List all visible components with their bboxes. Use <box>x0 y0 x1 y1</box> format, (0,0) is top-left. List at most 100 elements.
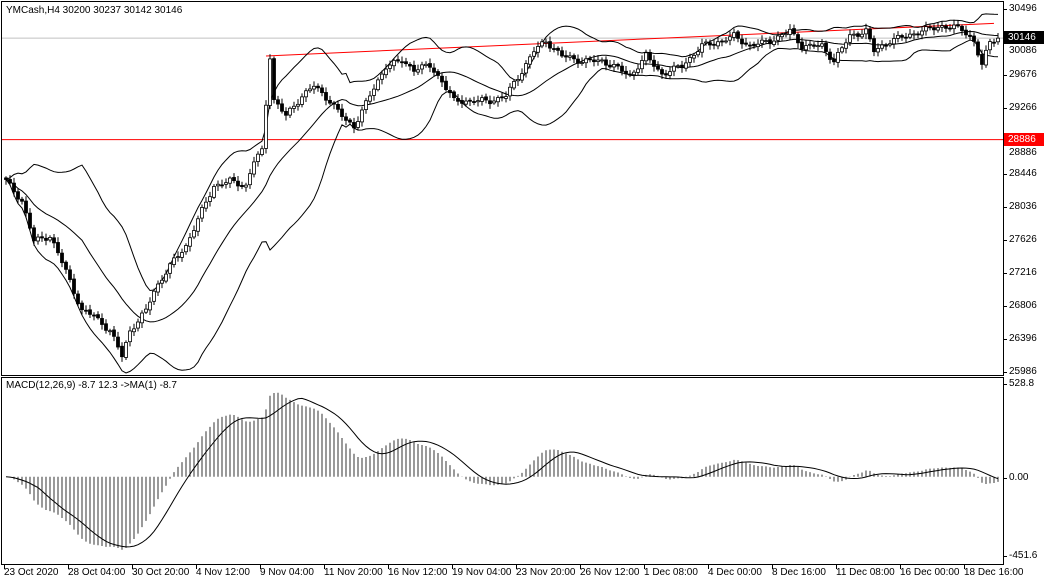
candle <box>996 33 1000 45</box>
level-price-badge: 28886 <box>1004 132 1044 146</box>
candle <box>196 215 200 237</box>
candle <box>384 63 388 79</box>
candle <box>200 204 204 223</box>
candle <box>732 28 736 42</box>
time-tick-mark <box>644 565 645 569</box>
candle <box>856 31 860 42</box>
macd-panel[interactable]: MACD(12,26,9) -8.7 12.3 ->MA(1) -8.7 <box>1 377 1004 565</box>
candle <box>552 44 556 53</box>
candle <box>476 95 480 107</box>
candle <box>820 38 824 49</box>
price-tick-mark <box>1003 339 1007 340</box>
candle <box>100 313 104 330</box>
price-tick-mark <box>1003 9 1007 10</box>
candle <box>948 24 952 32</box>
candle <box>288 106 292 119</box>
candle <box>308 84 312 93</box>
candle <box>568 51 572 61</box>
candle <box>668 66 672 80</box>
candle <box>804 40 808 55</box>
candle <box>772 35 776 47</box>
time-tick-mark <box>772 565 773 569</box>
candle <box>424 61 428 68</box>
candle <box>360 106 364 127</box>
price-tick-mark <box>1003 207 1007 208</box>
candle <box>936 22 940 33</box>
candle <box>132 323 136 336</box>
candle <box>48 235 52 243</box>
candle <box>352 117 356 134</box>
candle <box>740 34 744 49</box>
candle <box>36 233 40 245</box>
candle <box>744 37 748 47</box>
candle <box>608 59 612 69</box>
candle <box>128 326 132 347</box>
candle <box>724 37 728 44</box>
candle <box>364 97 368 114</box>
candle <box>480 94 484 106</box>
candle <box>652 55 656 72</box>
candle <box>508 83 512 101</box>
candle <box>664 69 668 79</box>
candle <box>704 39 708 46</box>
candle <box>12 177 16 197</box>
candle <box>296 99 300 111</box>
time-tick-label: 30 Oct 20:00 <box>132 567 190 578</box>
time-tick-mark <box>196 565 197 569</box>
candle <box>672 61 676 77</box>
macd-tick-label: 528.8 <box>1009 378 1035 389</box>
time-tick-label: 23 Nov 20:00 <box>516 567 576 578</box>
candle <box>504 91 508 103</box>
price-tick-mark <box>1003 240 1007 241</box>
candle <box>536 41 540 58</box>
candle <box>104 319 108 334</box>
candle <box>680 60 684 73</box>
candle <box>160 275 164 289</box>
bollinger-upper-band <box>5 13 999 292</box>
price-tick-label: 29266 <box>1009 102 1037 113</box>
candle <box>628 70 632 78</box>
time-tick-mark <box>452 565 453 569</box>
candle <box>188 233 192 252</box>
candle <box>492 96 496 105</box>
candle <box>428 58 432 73</box>
price-tick-mark <box>1003 174 1007 175</box>
macd-tick-label: 0.00 <box>1009 472 1029 483</box>
candle <box>116 331 120 350</box>
candle <box>500 92 504 102</box>
candle <box>540 39 544 49</box>
candle <box>408 62 412 71</box>
candle <box>564 50 568 63</box>
candle <box>556 46 560 56</box>
candle <box>144 304 148 315</box>
candle <box>620 61 624 76</box>
price-tick-mark <box>1003 273 1007 274</box>
candle <box>208 191 212 207</box>
candle <box>372 84 376 101</box>
macd-label: MACD(12,26,9) -8.7 12.3 ->MA(1) -8.7 <box>6 380 177 391</box>
candle <box>584 55 588 68</box>
candle <box>688 53 692 67</box>
macd-tick-mark <box>1003 384 1007 385</box>
candle <box>416 64 420 76</box>
candle <box>548 36 552 53</box>
candle <box>332 100 336 110</box>
candle <box>632 69 636 80</box>
trendline[interactable] <box>265 22 995 57</box>
price-tick-label: 25986 <box>1009 366 1037 377</box>
candle <box>236 175 240 192</box>
candle <box>16 187 20 204</box>
time-tick-label: 4 Nov 12:00 <box>196 567 250 578</box>
price-tick-label: 27216 <box>1009 267 1037 278</box>
candle <box>868 26 872 42</box>
price-chart-panel[interactable]: YMCash,H4 30200 30237 30142 30146 <box>1 1 1004 376</box>
candle <box>176 251 180 262</box>
candle <box>240 181 244 190</box>
candle <box>348 117 352 125</box>
candle <box>32 224 36 246</box>
candle <box>20 196 24 205</box>
candle <box>924 21 928 36</box>
candle <box>232 173 236 184</box>
candle <box>80 300 84 315</box>
price-tick-mark <box>1003 306 1007 307</box>
